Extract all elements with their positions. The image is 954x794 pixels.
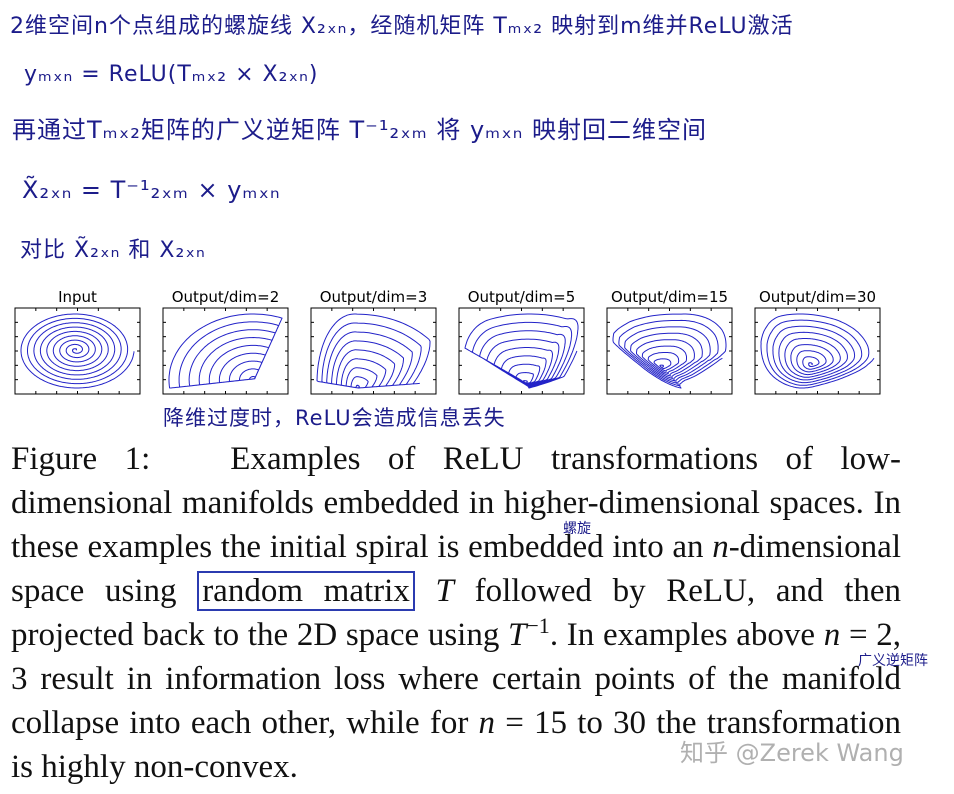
caption-text: . In examples above (549, 617, 824, 653)
caption-text: = 2, 3 result in information loss where … (11, 617, 901, 741)
note: yₘₓₙ = ReLU(Tₘₓ₂ × X₂ₓₙ) (24, 62, 319, 87)
panel-title: Output/dim=30 (758, 288, 877, 306)
spiral (20, 313, 135, 389)
math: −1 (526, 613, 550, 638)
annotation: 螺旋 (563, 521, 591, 537)
math: n (712, 529, 729, 565)
note: 2维空间n个点组成的螺旋线 X₂ₓₙ，经随机矩阵 Tₘₓ₂ 映射到m维并ReLU… (10, 14, 794, 39)
panel-frame (162, 307, 289, 395)
note: 再通过Tₘₓ₂矩阵的广义逆矩阵 T⁻¹₂ₓₘ 将 yₘₓₙ 映射回二维空间 (12, 116, 707, 144)
caption-text: followed by ReLU, and then projected bac… (11, 573, 902, 653)
panel-frame (310, 307, 437, 395)
spiral (612, 313, 727, 389)
spiral (168, 313, 283, 389)
panel-title: Output/dim=3 (319, 288, 428, 306)
caption-text: Examples of ReLU transformations of low-… (11, 441, 901, 565)
note: 对比 X̃₂ₓₙ 和 X₂ₓₙ (20, 238, 206, 263)
spiral (316, 313, 431, 389)
spiral (760, 313, 875, 389)
panel-title: Output/dim=15 (610, 288, 729, 306)
highlight-box: random matrix (197, 571, 415, 611)
math: n (823, 617, 841, 653)
panel-note: 降维过度时，ReLU会造成信息丢失 (163, 406, 506, 430)
annotation: 广义逆矩阵 (858, 653, 928, 669)
panel-title: Output/dim=5 (467, 288, 576, 306)
math: T (508, 617, 527, 653)
math: T (435, 573, 454, 609)
math: n (478, 705, 496, 741)
note: X̃₂ₓₙ = T⁻¹₂ₓₘ × yₘₓₙ (22, 176, 281, 204)
panel-title: Output/dim=2 (171, 288, 280, 306)
caption-text: = 15 to 30 the transformation is highly … (11, 705, 901, 785)
watermark: 知乎 @Zerek Wang (680, 739, 904, 767)
panel-title: Input (58, 288, 97, 306)
caption-label: Figure 1: (11, 441, 151, 477)
caption-text: -dimensional space using (11, 529, 901, 609)
spiral (464, 313, 579, 389)
spiral-panels (14, 307, 881, 395)
caption: Figure 1: Examples of ReLU transformation… (11, 437, 901, 789)
